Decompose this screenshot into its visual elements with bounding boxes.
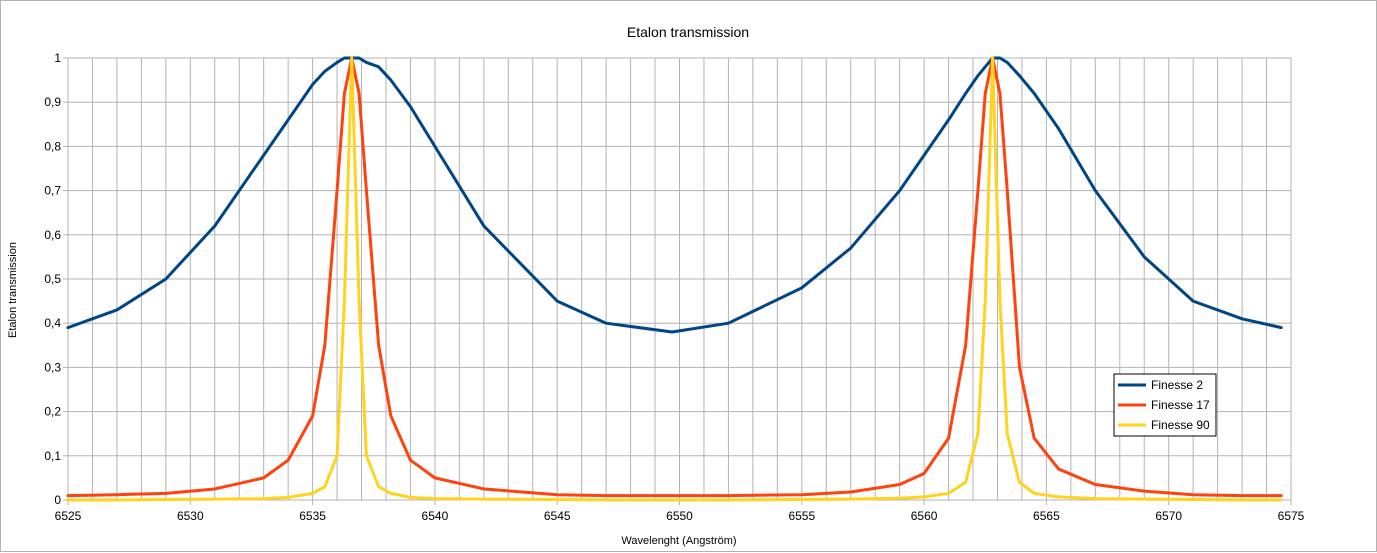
y-tick-label: 1 bbox=[54, 51, 61, 65]
y-tick-label: 0 bbox=[54, 493, 61, 507]
y-tick-label: 0,5 bbox=[44, 272, 61, 286]
y-axis-label: Etalon transmission bbox=[7, 242, 19, 338]
x-tick-label: 6525 bbox=[55, 509, 82, 523]
y-tick-label: 0,7 bbox=[44, 184, 61, 198]
y-tick-label: 0,9 bbox=[44, 95, 61, 109]
legend: Finesse 2 Finesse 17 Finesse 90 bbox=[1113, 373, 1217, 437]
series-line-finesse-17 bbox=[66, 56, 1283, 498]
x-tick-label: 6535 bbox=[299, 509, 326, 523]
series-lines bbox=[66, 56, 1283, 502]
y-tick-label: 0,1 bbox=[44, 449, 61, 463]
x-tick-label: 6555 bbox=[788, 509, 815, 523]
x-tick-label: 6560 bbox=[911, 509, 938, 523]
y-tick-label: 0,8 bbox=[44, 139, 61, 153]
y-tick-label: 0,6 bbox=[44, 228, 61, 242]
x-tick-label: 6575 bbox=[1278, 509, 1305, 523]
y-tick-label: 0,2 bbox=[44, 405, 61, 419]
x-tick-label: 6550 bbox=[666, 509, 693, 523]
x-axis-label: Wavelenght (Angström) bbox=[621, 535, 736, 547]
x-tick-label: 6570 bbox=[1155, 509, 1182, 523]
x-tick-label: 6530 bbox=[177, 509, 204, 523]
series-line-finesse-90 bbox=[66, 56, 1283, 502]
x-tick-label: 6565 bbox=[1033, 509, 1060, 523]
series-line-finesse-2 bbox=[66, 56, 1283, 334]
x-tick-label: 6540 bbox=[422, 509, 449, 523]
x-tick-label: 6545 bbox=[544, 509, 571, 523]
x-axis-ticks: 6525 6530 6535 6540 6545 6550 6555 6560 6565 6570… bbox=[55, 500, 1305, 523]
y-axis-ticks: 0 0,1 0,2 0,3 0,4 0,5 0,6 0,7 0,8 0,9 1 bbox=[44, 51, 68, 507]
grid bbox=[68, 58, 1291, 500]
chart-title: Etalon transmission bbox=[627, 24, 749, 40]
legend-label: Finesse 2 bbox=[1151, 378, 1203, 392]
legend-label: Finesse 90 bbox=[1151, 418, 1210, 432]
y-tick-label: 0,3 bbox=[44, 360, 61, 374]
legend-label: Finesse 17 bbox=[1151, 398, 1210, 412]
y-tick-label: 0,4 bbox=[44, 316, 61, 330]
